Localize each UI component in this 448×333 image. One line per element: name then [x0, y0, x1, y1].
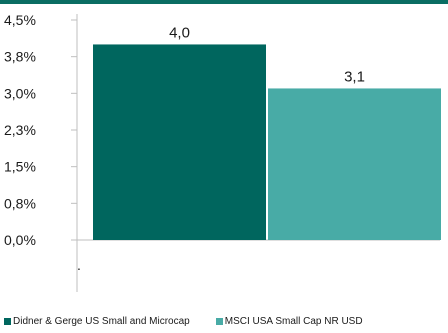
- data-label-series-2: 3,1: [344, 68, 365, 85]
- top-rule: [0, 0, 448, 4]
- bar-series-1: [93, 44, 266, 240]
- y-tick-label: 1,5%: [4, 159, 36, 175]
- legend-item-series-2: MSCI USA Small Cap NR USD: [215, 316, 363, 327]
- legend: Didner & Gerge US Small and Microcap MSC…: [4, 316, 389, 327]
- y-tick-label: 4,5%: [4, 12, 36, 28]
- data-label-series-1: 4,0: [169, 24, 190, 41]
- bar-chart: 0,0% 0,8% 1,5% 2,3% 3,0% 3,8% 4,5% 4,0 3,1.: [4, 12, 441, 292]
- y-tick-label: 2,3%: [4, 122, 36, 138]
- legend-label-series-1: Didner & Gerge US Small and Microcap: [13, 316, 190, 327]
- y-tick-label: 0,8%: [4, 195, 36, 211]
- y-tick-label: 3,8%: [4, 49, 36, 65]
- legend-label-series-2: MSCI USA Small Cap NR USD: [224, 316, 363, 327]
- y-tick-label: 0,0%: [4, 232, 36, 248]
- legend-item-series-1: Didner & Gerge US Small and Microcap: [4, 316, 190, 327]
- y-tick-label: 3,0%: [4, 85, 36, 101]
- bar-series-2: [268, 88, 441, 240]
- legend-swatch-series-1: [4, 318, 11, 325]
- legend-swatch-series-2: [215, 318, 223, 325]
- x-category-label: .: [77, 257, 81, 273]
